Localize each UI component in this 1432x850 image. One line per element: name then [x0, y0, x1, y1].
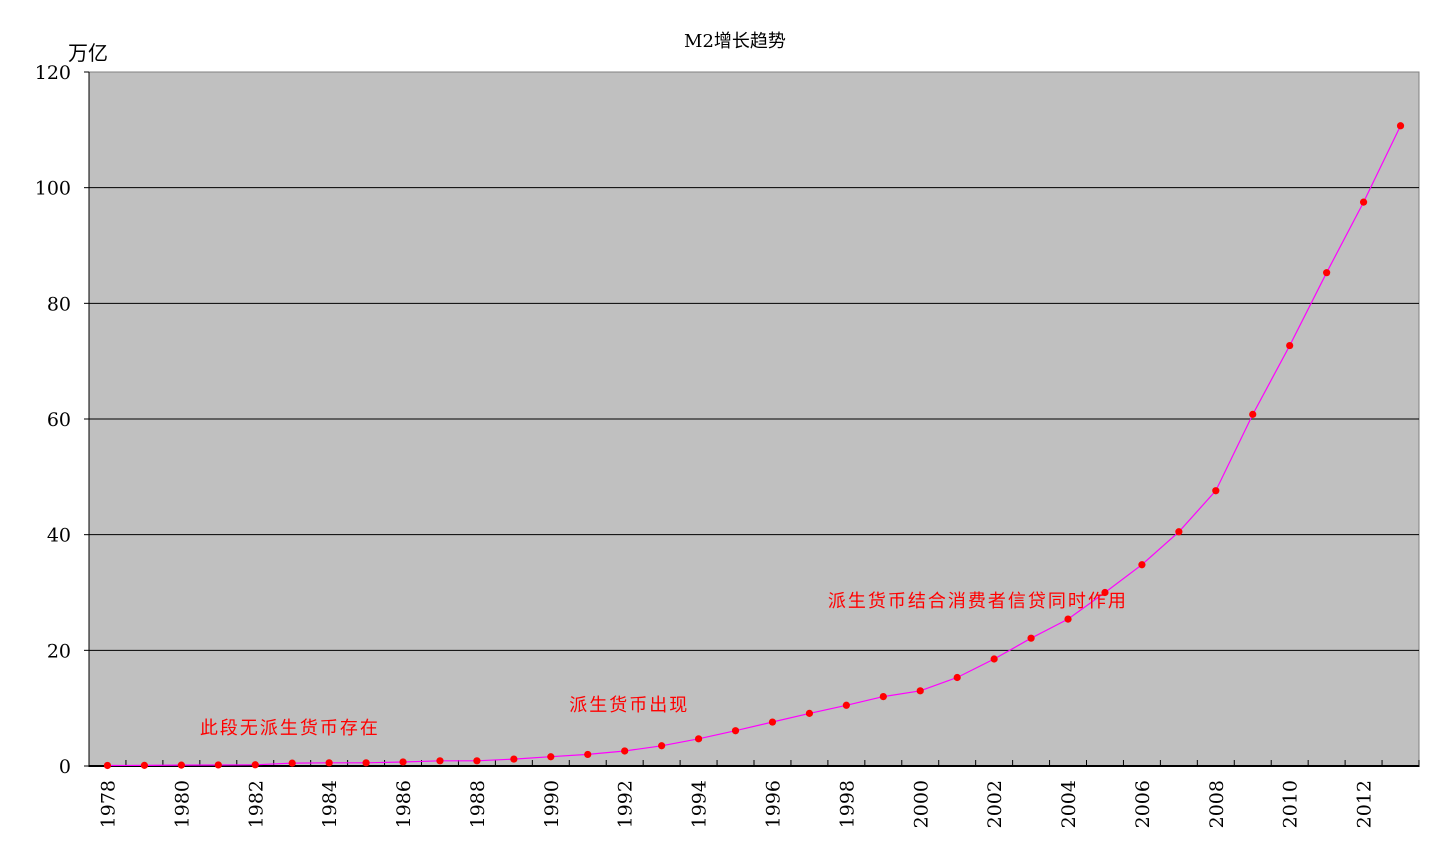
data-point [768, 718, 777, 726]
x-tick-label: 1986 [393, 780, 415, 828]
axes: 0 20 40 60 80 100 120 1978 1980 1982 1984 1986 1988 1… [35, 62, 1420, 828]
chart-title: M2增长趋势 [684, 31, 786, 52]
y-tick-label: 40 [47, 525, 71, 547]
data-point [879, 693, 887, 701]
gridlines [89, 187, 1419, 651]
data-point [1249, 410, 1257, 418]
x-tick-label: 1994 [689, 780, 711, 828]
x-tick-label: 1982 [245, 780, 267, 828]
annotation-label: 此段无派生货币存在 [200, 718, 380, 739]
x-tick-label: 1984 [319, 780, 341, 828]
x-tick-label: 2010 [1280, 780, 1302, 828]
data-point [842, 701, 850, 709]
x-tick-label: 1988 [467, 780, 489, 828]
data-point [805, 709, 814, 717]
x-tick-label: 1990 [541, 780, 563, 828]
x-tick-label: 1998 [836, 780, 858, 828]
data-point [953, 673, 961, 682]
x-tick-label: 1978 [97, 780, 119, 828]
data-point [1359, 198, 1368, 206]
y-tick-label: 120 [35, 62, 71, 84]
data-point [251, 761, 259, 769]
annotation-label: 派生货币出现 [569, 695, 689, 716]
data-point [399, 758, 407, 766]
data-point [214, 761, 222, 769]
y-tick-label: 100 [35, 178, 71, 200]
data-point [1175, 528, 1183, 536]
data-point [510, 755, 518, 763]
y-tick-label: 80 [47, 293, 71, 315]
x-tick-label: 2006 [1132, 780, 1154, 828]
data-point [1212, 487, 1220, 495]
data-point [1027, 634, 1035, 642]
x-tick-label: 1992 [615, 780, 637, 828]
data-point [473, 757, 481, 765]
data-point [916, 687, 924, 695]
x-tick-label: 2008 [1206, 780, 1228, 828]
y-tick-label: 60 [47, 409, 71, 431]
data-point [1064, 615, 1072, 623]
x-tick-label: 2002 [984, 780, 1006, 828]
y-axis-unit-label: 万亿 [68, 41, 108, 65]
data-point [1323, 269, 1331, 277]
data-point [1286, 341, 1294, 350]
data-point [362, 759, 370, 767]
data-point [103, 761, 112, 770]
y-tick-label: 20 [47, 640, 71, 662]
y-tick-label: 0 [59, 756, 71, 778]
data-point [547, 753, 555, 761]
data-point [436, 757, 444, 765]
data-point [621, 747, 629, 755]
data-point [288, 759, 296, 767]
data-point [177, 761, 185, 769]
m2-series [103, 122, 1405, 770]
data-point [1138, 561, 1146, 569]
data-point [731, 727, 740, 735]
annotation-label: 派生货币结合消费者信贷同时作用 [828, 591, 1128, 612]
series-line [107, 125, 1402, 767]
data-point [694, 735, 703, 743]
x-tick-label: 1996 [762, 780, 784, 828]
x-tick-label: 2012 [1354, 780, 1376, 828]
data-point [325, 759, 333, 767]
data-point [1101, 588, 1109, 597]
x-tick-label: 2004 [1058, 780, 1080, 828]
data-point [584, 750, 592, 759]
data-point [990, 655, 998, 663]
x-tick-label: 1980 [171, 780, 193, 828]
data-point [140, 761, 149, 769]
data-point [658, 742, 666, 750]
data-point [1396, 122, 1405, 130]
annotations: 此段无派生货币存在 派生货币出现 派生货币结合消费者信贷同时作用 [200, 591, 1128, 739]
x-tick-label: 2000 [910, 780, 932, 828]
